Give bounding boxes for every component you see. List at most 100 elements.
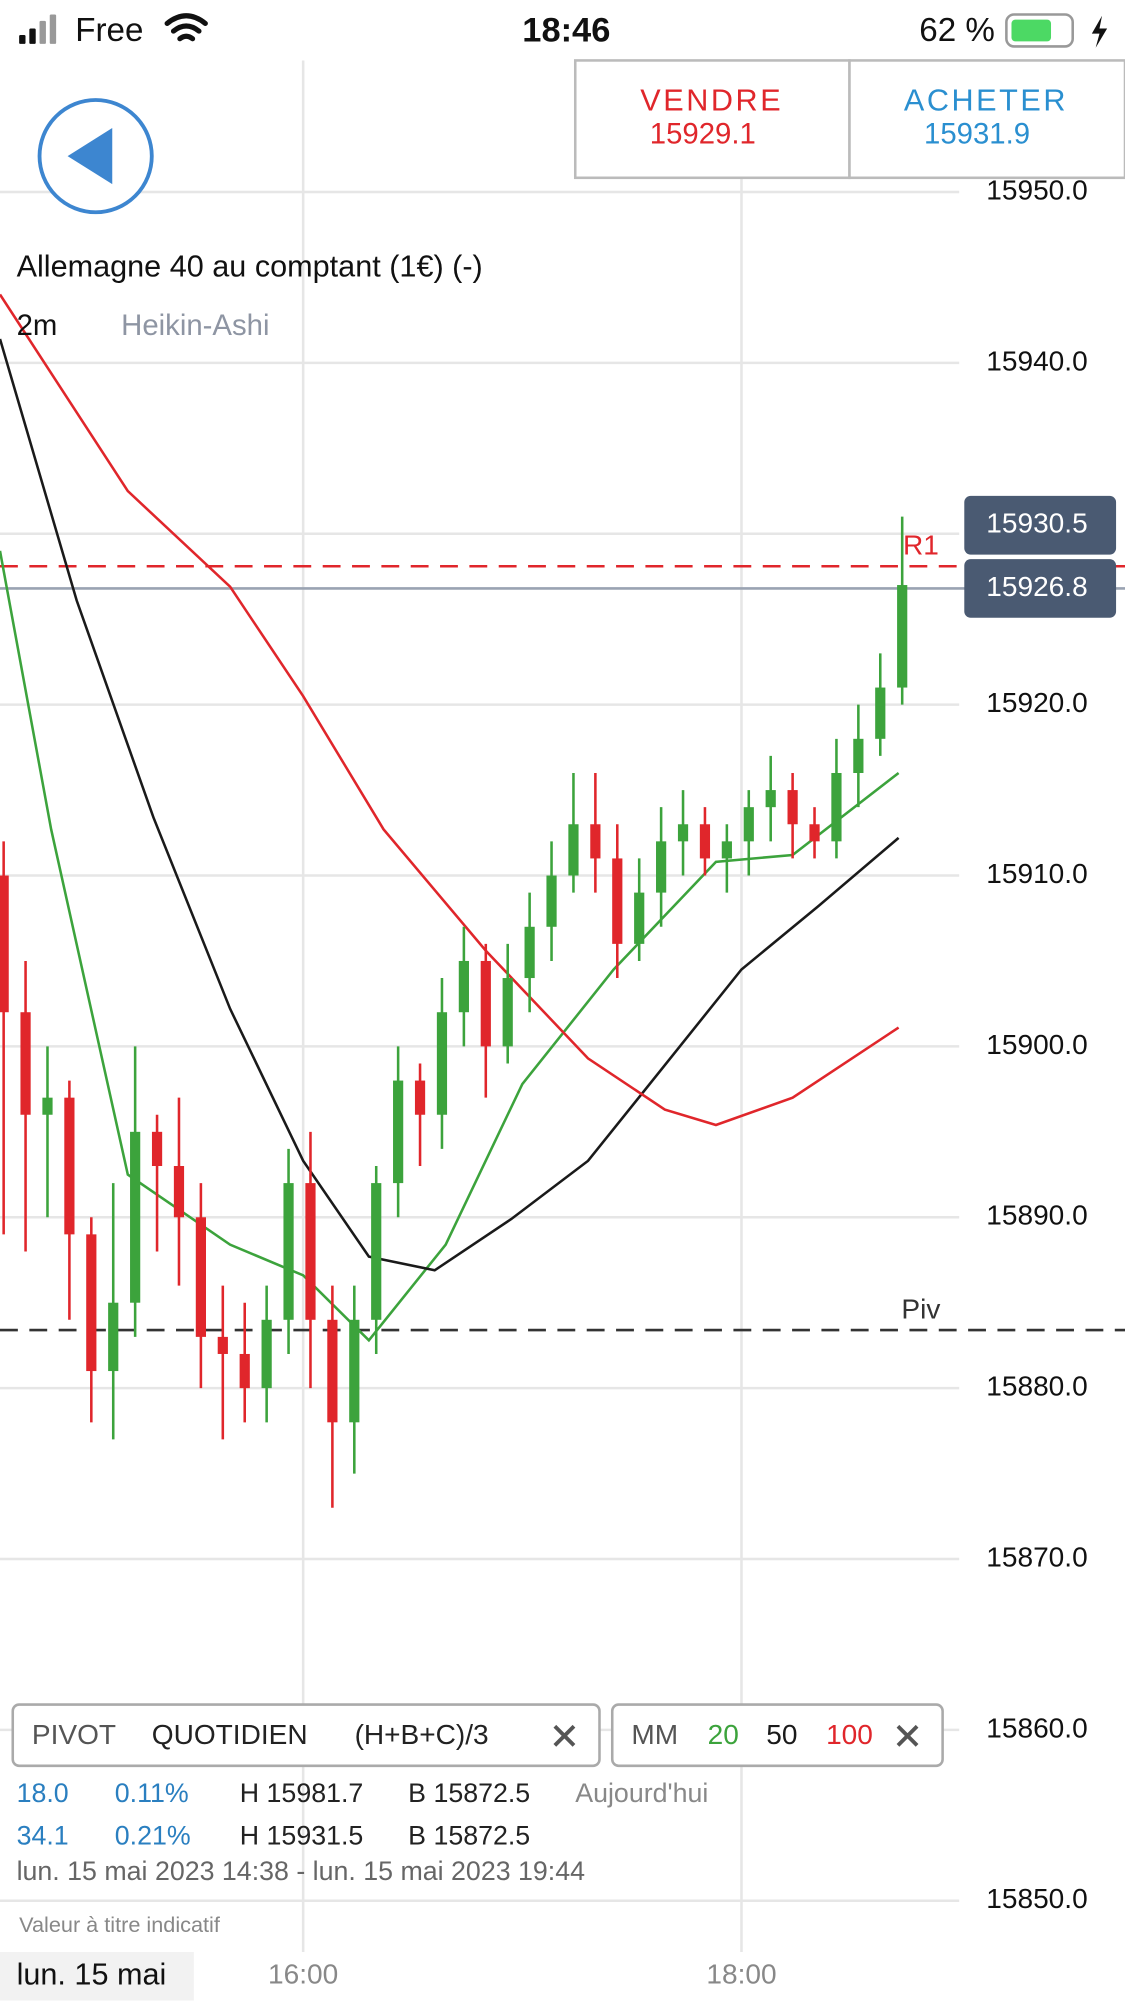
pivot-period: QUOTIDIEN [152, 1719, 308, 1750]
status-bar: Free 18:46 62 % [19, 11, 1108, 49]
candle-body [371, 1183, 382, 1320]
buy-label[interactable]: ACHETER [904, 84, 1068, 118]
price-marker [964, 495, 1117, 555]
interval[interactable]: 2m [17, 309, 58, 342]
date-badge [0, 1952, 194, 2001]
x-tick-label: 16:00 [268, 1959, 338, 1990]
candle-body [436, 1012, 448, 1115]
chart-style[interactable]: Heikin-Ashi [121, 309, 269, 342]
sell-label[interactable]: VENDRE [640, 84, 783, 118]
candle-body [721, 841, 732, 859]
pivot-indicator[interactable]: PIVOT QUOTIDIEN (H+B+C)/3 [11, 1703, 601, 1768]
signal [39, 20, 46, 44]
level-label: R1 [903, 530, 939, 561]
mm-period: 50 [766, 1719, 797, 1750]
candle-body [173, 1166, 185, 1218]
stat-high: H 15931.5 [240, 1820, 364, 1850]
mm-box[interactable] [610, 1703, 944, 1768]
y-tick-label: 15860.0 [986, 1712, 1087, 1743]
stat-percent: 0.11% [115, 1778, 189, 1808]
stat-period: Aujourd'hui [575, 1778, 708, 1808]
candle-body [283, 1183, 294, 1320]
y-tick-label: 15870.0 [986, 1541, 1087, 1572]
disclaimer: Valeur à titre indicatif [19, 1912, 221, 1937]
stat-change: 18.0 [17, 1778, 69, 1808]
buy-button[interactable]: ACHETER 15931.9 [848, 59, 1125, 180]
candle-body [86, 1234, 97, 1372]
signal [49, 14, 57, 44]
date-label: lun. 15 mai [17, 1957, 167, 1991]
candle-body [64, 1097, 75, 1235]
candle-body [151, 1131, 163, 1167]
moving-average [0, 338, 900, 1272]
sell-price[interactable]: 15929.1 [650, 117, 756, 150]
price-marker-label: 15926.8 [986, 571, 1087, 602]
moving-average [0, 293, 900, 1127]
signal [29, 28, 36, 44]
candle-body [261, 1319, 272, 1389]
candle-body [217, 1336, 228, 1354]
mm-period: 100 [826, 1719, 873, 1750]
close-icon[interactable] [896, 1724, 919, 1747]
back-button[interactable] [37, 98, 154, 215]
buy-box[interactable] [848, 59, 1125, 180]
axis: 15850.0 15860.0 15870.0 15880.0 15890.0 15900… [268, 174, 1117, 1990]
candle-body [546, 875, 557, 927]
candle-body [612, 858, 623, 944]
y-tick-label: 15910.0 [986, 858, 1087, 889]
sell-button[interactable]: VENDRE 15929.1 [573, 59, 851, 180]
candle-body [305, 1183, 316, 1320]
candle-body [809, 824, 820, 842]
buy-price[interactable]: 15931.9 [924, 117, 1030, 150]
candle-body [831, 772, 842, 842]
mm-indicator[interactable]: MM 20 50 100 [610, 1703, 944, 1768]
candle-body [130, 1131, 141, 1303]
pivot-box[interactable] [11, 1703, 601, 1768]
candle-body [656, 841, 667, 893]
candle-body [787, 790, 798, 825]
candle-body [349, 1319, 360, 1423]
y-tick-label: 15890.0 [986, 1200, 1087, 1231]
candle-body [634, 892, 645, 944]
stat-low: B 15872.5 [408, 1820, 530, 1850]
candle-body [699, 824, 711, 859]
price-marker-label: 15930.5 [986, 508, 1087, 539]
y-tick-label: 15940.0 [986, 345, 1087, 376]
stat-high: H 15981.7 [240, 1778, 364, 1808]
candle-body [480, 960, 491, 1047]
candle-body [20, 1012, 31, 1115]
signal [19, 34, 26, 44]
wifi-icon [164, 13, 208, 42]
candle-body [677, 824, 689, 842]
stat-percent: 0.21% [115, 1820, 191, 1850]
stat-range: lun. 15 mai 2023 14:38 - lun. 15 mai 202… [17, 1856, 586, 1886]
x-tick-label: 18:00 [706, 1959, 776, 1990]
close-icon[interactable] [553, 1724, 576, 1747]
carrier: Free [75, 12, 143, 49]
pivot-formula: (H+B+C)/3 [355, 1719, 489, 1750]
candle-body [853, 738, 864, 773]
candle-body [239, 1353, 250, 1389]
candle-body [108, 1302, 119, 1372]
mm-label: MM [631, 1719, 678, 1750]
clock: 18:46 [522, 11, 610, 49]
y-tick-label: 15900.0 [986, 1029, 1087, 1060]
y-tick-label: 15850.0 [986, 1883, 1087, 1914]
candle-body [875, 687, 886, 739]
candle-body [458, 960, 469, 1013]
price-marker [964, 559, 1117, 618]
candle-body [393, 1080, 404, 1184]
stats: 18.0 0.11% H 15981.7 B 15872.5 Aujourd'h… [17, 1778, 709, 1937]
candle-body [590, 824, 601, 859]
back-arrow[interactable] [67, 128, 113, 185]
battery-level [1011, 19, 1052, 42]
candle-body [42, 1097, 53, 1115]
candle-body [327, 1319, 338, 1423]
stat-low: B 15872.5 [408, 1778, 530, 1808]
candle-body [568, 824, 579, 876]
candle-body [414, 1080, 426, 1115]
pivot-label: PIVOT [32, 1719, 116, 1750]
candle-body [502, 978, 513, 1047]
